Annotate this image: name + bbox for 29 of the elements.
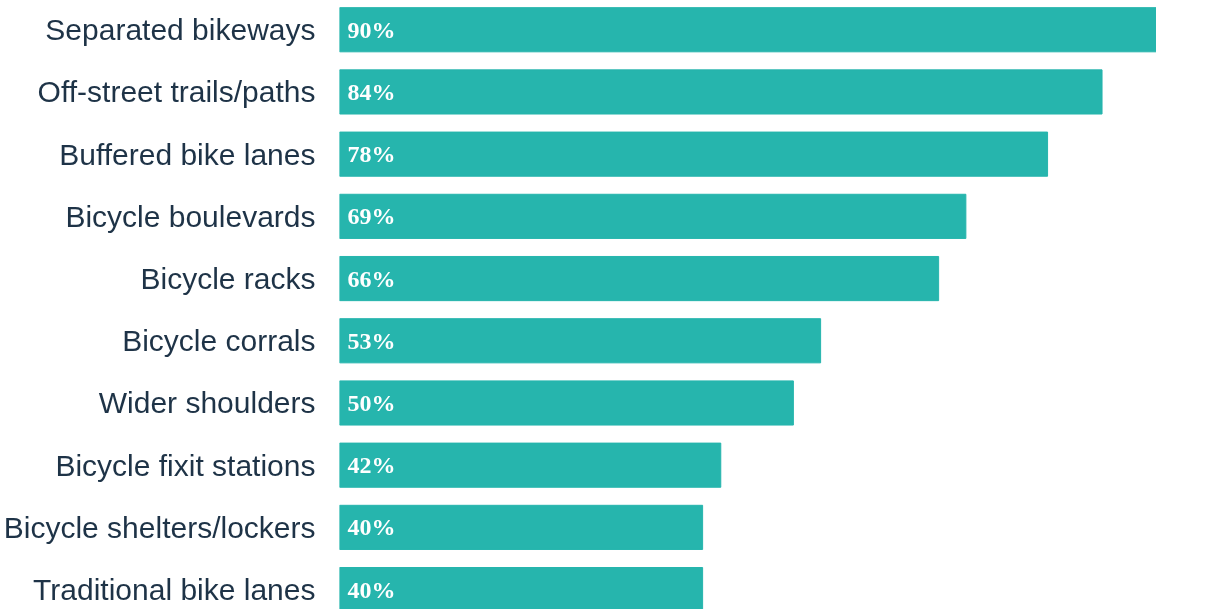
data-label: 40% (347, 514, 396, 541)
y-tick-label: Traditional bike lanes (33, 573, 316, 607)
bar (339, 193, 967, 239)
bar (339, 504, 704, 550)
y-tick-label: Bicycle boulevards (65, 199, 316, 233)
y-tick-label: Bicycle shelters/lockers (3, 510, 316, 544)
y-tick-label: Wider shoulders (98, 386, 316, 420)
bar (339, 380, 794, 426)
bar (339, 7, 1156, 53)
bar (339, 442, 722, 488)
y-tick-label: Off-street trails/paths (37, 75, 316, 109)
data-label: 50% (347, 389, 396, 416)
data-label: 66% (347, 265, 396, 292)
y-tick-label: Bicycle racks (140, 262, 316, 296)
y-tick-label: Buffered bike lanes (59, 137, 316, 171)
data-label: 42% (347, 452, 396, 479)
data-label: 69% (347, 203, 396, 230)
y-tick-label: Separated bikeways (45, 13, 316, 47)
bar (339, 69, 1103, 115)
y-tick-label: Bicycle fixit stations (55, 448, 316, 482)
data-label: 90% (347, 16, 396, 43)
data-label: 84% (347, 78, 396, 105)
data-label: 53% (347, 327, 396, 354)
bar (339, 255, 940, 302)
y-tick-label: Bicycle corrals (122, 324, 316, 358)
data-label: 40% (347, 576, 396, 603)
data-label: 78% (347, 141, 396, 168)
bar (339, 131, 1049, 177)
bar (339, 318, 822, 364)
